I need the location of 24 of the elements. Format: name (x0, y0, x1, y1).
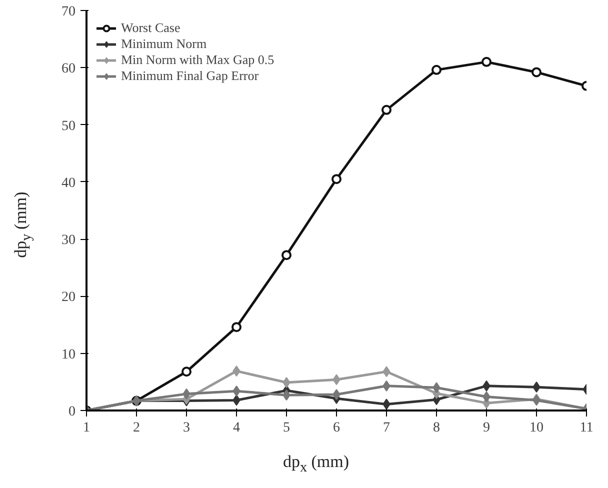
legend-label: Minimum Norm (121, 36, 207, 52)
x-tick-label: 3 (183, 420, 190, 436)
y-tick-label: 20 (62, 290, 76, 306)
x-tick-label: 6 (333, 420, 340, 436)
x-tick-label: 4 (233, 420, 240, 436)
y-tick-label: 10 (62, 347, 76, 362)
x-tick-label: 7 (383, 420, 390, 436)
x-tick-label: 1 (83, 420, 90, 436)
legend-label: Minimum Final Gap Error (121, 68, 259, 84)
x-tick-label: 10 (530, 420, 544, 436)
x-tick-label: 9 (483, 420, 490, 436)
x-tick-label: 11 (580, 420, 594, 436)
x-axis-title: dp$_{x}$ (mm) (282, 451, 350, 478)
x-tick-label: 8 (433, 420, 440, 436)
x-tick-label: 2 (133, 420, 140, 436)
y-tick-label: 70 (62, 4, 76, 20)
y-tick-label: 30 (62, 233, 76, 248)
legend-label: Min Norm with Max Gap 0.5 (121, 52, 274, 68)
y-tick-label: 0 (68, 404, 76, 420)
legend-label: Worst Case (121, 20, 180, 36)
x-tick-label: 5 (283, 420, 290, 436)
y-tick-label: 60 (62, 62, 76, 77)
y-tick-label: 40 (62, 176, 76, 191)
y-tick-label: 50 (62, 118, 76, 134)
